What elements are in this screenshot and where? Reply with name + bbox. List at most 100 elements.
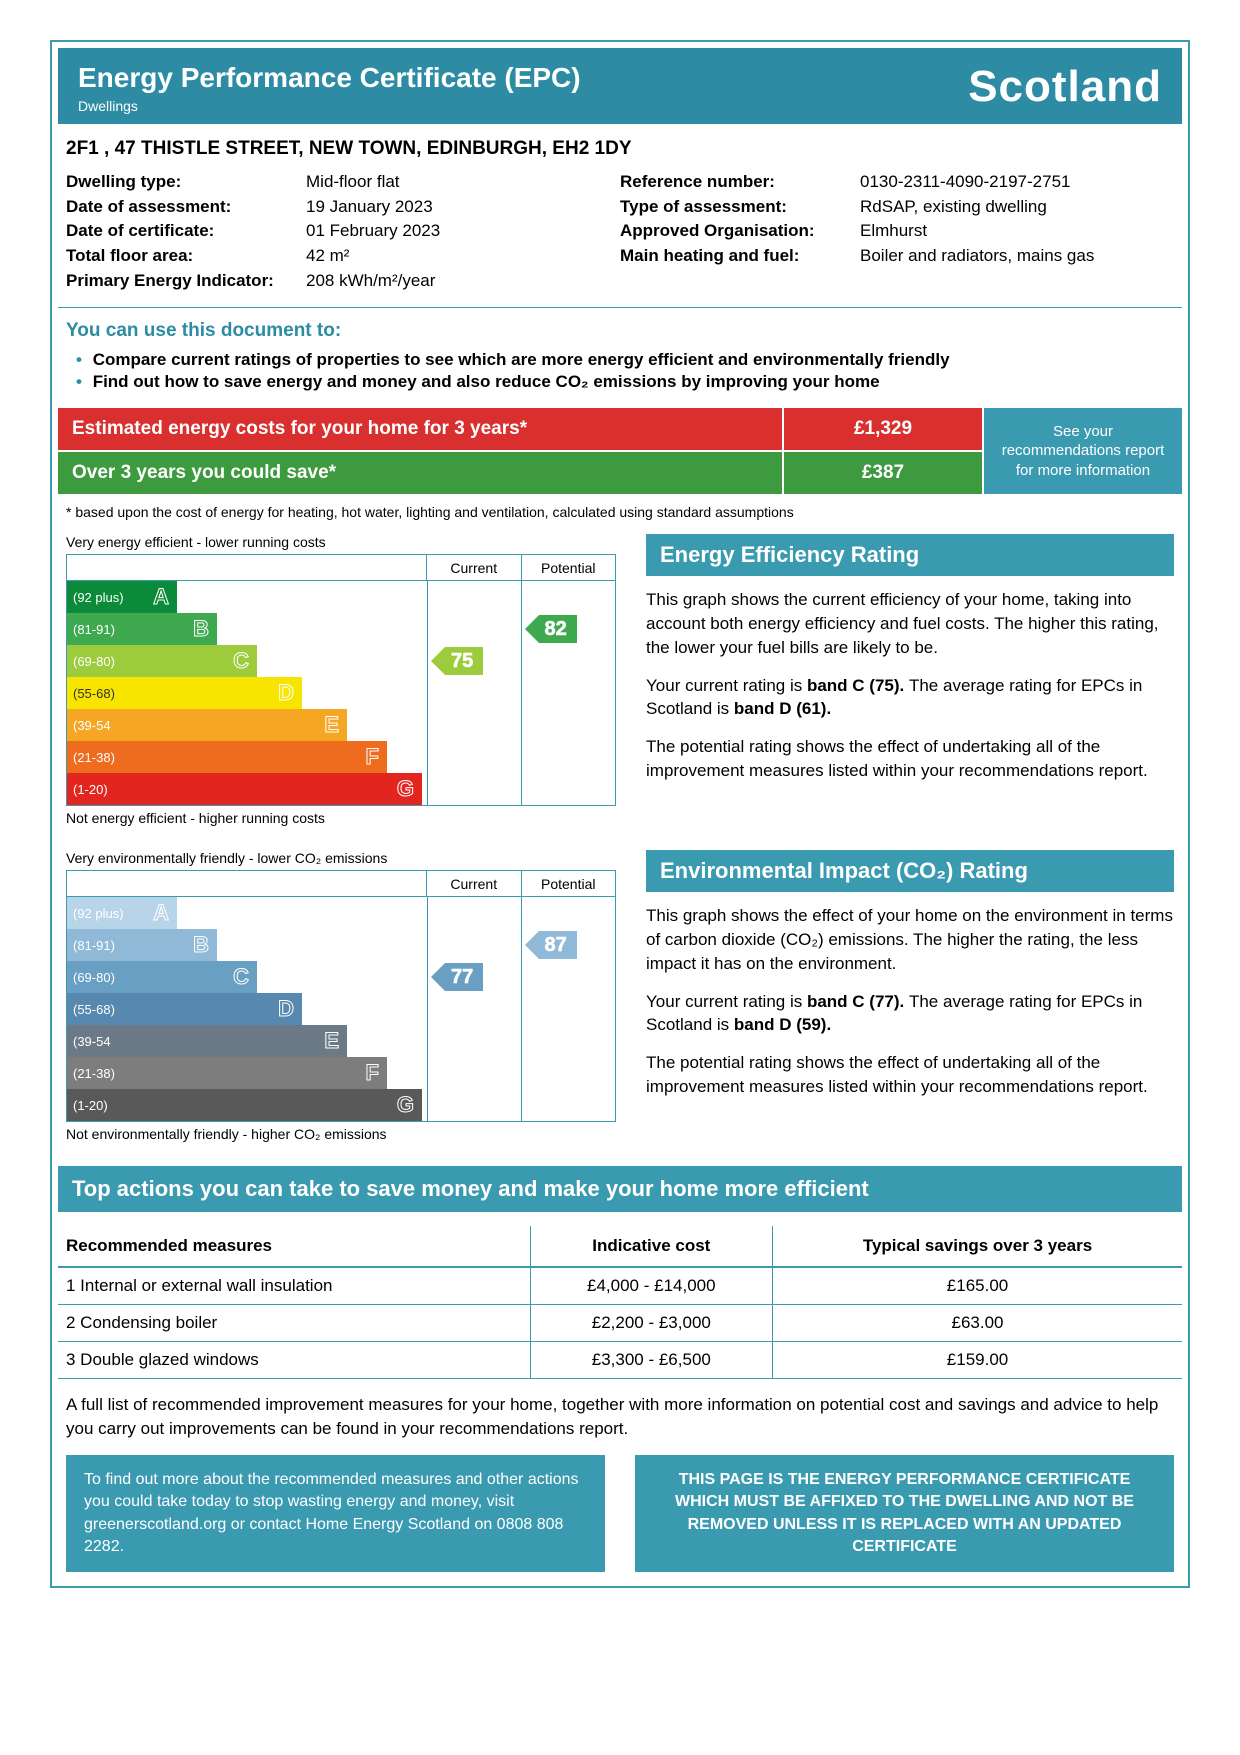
band-bar: (55-68)D [67, 677, 302, 709]
band-range: (39-54 [73, 718, 111, 733]
band-letter: C [233, 648, 249, 674]
band-row: (69-80)C [67, 645, 615, 677]
detail-value: Boiler and radiators, mains gas [860, 244, 1174, 269]
efficiency-block: Very energy efficient - lower running co… [66, 534, 1174, 826]
detail-value: RdSAP, existing dwelling [860, 195, 1174, 220]
eff-p3: The potential rating shows the effect of… [646, 735, 1174, 783]
arrow-potential: 82 [525, 615, 577, 643]
eff-p1: This graph shows the current efficiency … [646, 588, 1174, 659]
detail-label: Main heating and fuel: [620, 244, 860, 269]
property-address: 2F1 , 47 THISTLE STREET, NEW TOWN, EDINB… [58, 124, 1182, 170]
detail-row: Type of assessment:RdSAP, existing dwell… [620, 195, 1174, 220]
detail-label: Primary Energy Indicator: [66, 269, 306, 294]
table-cell: £3,300 - £6,500 [530, 1342, 772, 1379]
eff-caption-bottom: Not energy efficient - higher running co… [66, 810, 616, 826]
cost-estimated-label: Estimated energy costs for your home for… [58, 408, 782, 450]
band-range: (92 plus) [73, 906, 124, 921]
measures-table: Recommended measuresIndicative costTypic… [58, 1226, 1182, 1379]
table-row: 1 Internal or external wall insulation£4… [58, 1267, 1182, 1305]
table-cell: 2 Condensing boiler [58, 1305, 530, 1342]
band-range: (1-20) [73, 1098, 108, 1113]
certificate-container: Energy Performance Certificate (EPC) Dwe… [50, 40, 1190, 1588]
table-cell: £2,200 - £3,000 [530, 1305, 772, 1342]
table-cell: £165.00 [773, 1267, 1182, 1305]
environmental-chart: Current Potential (92 plus)A(81-91)B(69-… [66, 870, 616, 1122]
detail-value: 01 February 2023 [306, 219, 620, 244]
band-letter: B [193, 932, 209, 958]
table-header: Recommended measures [58, 1226, 530, 1267]
table-cell: £63.00 [773, 1305, 1182, 1342]
table-cell: £159.00 [773, 1342, 1182, 1379]
band-letter: F [366, 744, 379, 770]
band-row: (69-80)C [67, 961, 615, 993]
table-row: 2 Condensing boiler£2,200 - £3,000£63.00 [58, 1305, 1182, 1342]
band-letter: D [278, 680, 294, 706]
env-p1: This graph shows the effect of your home… [646, 904, 1174, 975]
table-row: 3 Double glazed windows£3,300 - £6,500£1… [58, 1342, 1182, 1379]
cost-save-label: Over 3 years you could save* [58, 452, 782, 494]
cost-side-note: See your recommendations report for more… [982, 408, 1182, 494]
band-letter: E [324, 712, 339, 738]
environmental-block: Very environmentally friendly - lower CO… [66, 850, 1174, 1142]
band-bar: (81-91)B [67, 929, 217, 961]
cost-save-value: £387 [782, 452, 982, 494]
region-label: Scotland [968, 62, 1162, 112]
band-row: (39-54 E [67, 709, 615, 741]
doc-title: Energy Performance Certificate (EPC) [78, 62, 581, 94]
band-range: (1-20) [73, 782, 108, 797]
doc-subtitle: Dwellings [78, 98, 581, 114]
detail-row: Reference number:0130-2311-4090-2197-275… [620, 170, 1174, 195]
detail-value: Elmhurst [860, 219, 1174, 244]
band-letter: E [324, 1028, 339, 1054]
col-potential: Potential [522, 555, 616, 581]
detail-row: Date of assessment:19 January 2023 [66, 195, 620, 220]
band-letter: G [397, 1092, 414, 1118]
band-bar: (81-91) B [67, 613, 217, 645]
top-actions-section: Top actions you can take to save money a… [58, 1166, 1182, 1455]
band-bar: (69-80)C [67, 645, 257, 677]
detail-row: Date of certificate:01 February 2023 [66, 219, 620, 244]
band-letter: D [278, 996, 294, 1022]
detail-row: Dwelling type:Mid-floor flat [66, 170, 620, 195]
band-bar: (92 plus)A [67, 897, 177, 929]
doc-use-item: Find out how to save energy and money an… [76, 372, 1174, 392]
band-bar: (1-20) G [67, 773, 422, 805]
band-letter: G [397, 776, 414, 802]
arrow-current: 77 [431, 963, 483, 991]
band-bar: (55-68) D [67, 993, 302, 1025]
doc-use-item: Compare current ratings of properties to… [76, 350, 1174, 370]
details-block: Dwelling type:Mid-floor flatDate of asse… [58, 170, 1182, 308]
band-bar: (92 plus) A [67, 581, 177, 613]
table-cell: £4,000 - £14,000 [530, 1267, 772, 1305]
efficiency-chart: Current Potential (92 plus) A (81-91) B (69-… [66, 554, 616, 806]
detail-row: Main heating and fuel:Boiler and radiato… [620, 244, 1174, 269]
band-range: (55-68) [73, 1002, 115, 1017]
band-bar: (21-38)F [67, 1057, 387, 1089]
band-row: (39-54E [67, 1025, 615, 1057]
env-p2: Your current rating is band C (77). The … [646, 990, 1174, 1038]
band-row: (21-38)F [67, 741, 615, 773]
doc-use-title: You can use this document to: [66, 320, 1174, 342]
band-letter: C [233, 964, 249, 990]
env-caption-top: Very environmentally friendly - lower CO… [66, 850, 616, 866]
band-range: (81-91) [73, 622, 115, 637]
band-bar: (39-54E [67, 1025, 347, 1057]
detail-value: 0130-2311-4090-2197-2751 [860, 170, 1174, 195]
band-bar: (39-54 E [67, 709, 347, 741]
band-letter: A [153, 584, 169, 610]
table-cell: 1 Internal or external wall insulation [58, 1267, 530, 1305]
col-current: Current [427, 871, 522, 897]
table-header: Indicative cost [530, 1226, 772, 1267]
detail-label: Date of assessment: [66, 195, 306, 220]
col-current: Current [427, 555, 522, 581]
band-letter: F [366, 1060, 379, 1086]
eff-p2: Your current rating is band C (75). The … [646, 674, 1174, 722]
detail-row: Approved Organisation:Elmhurst [620, 219, 1174, 244]
cost-block: Estimated energy costs for your home for… [58, 408, 1182, 494]
detail-value: 19 January 2023 [306, 195, 620, 220]
band-letter: B [193, 616, 209, 642]
cost-estimated-value: £1,329 [782, 408, 982, 450]
actions-after-text: A full list of recommended improvement m… [58, 1379, 1182, 1455]
band-range: (92 plus) [73, 590, 124, 605]
band-bar: (69-80)C [67, 961, 257, 993]
